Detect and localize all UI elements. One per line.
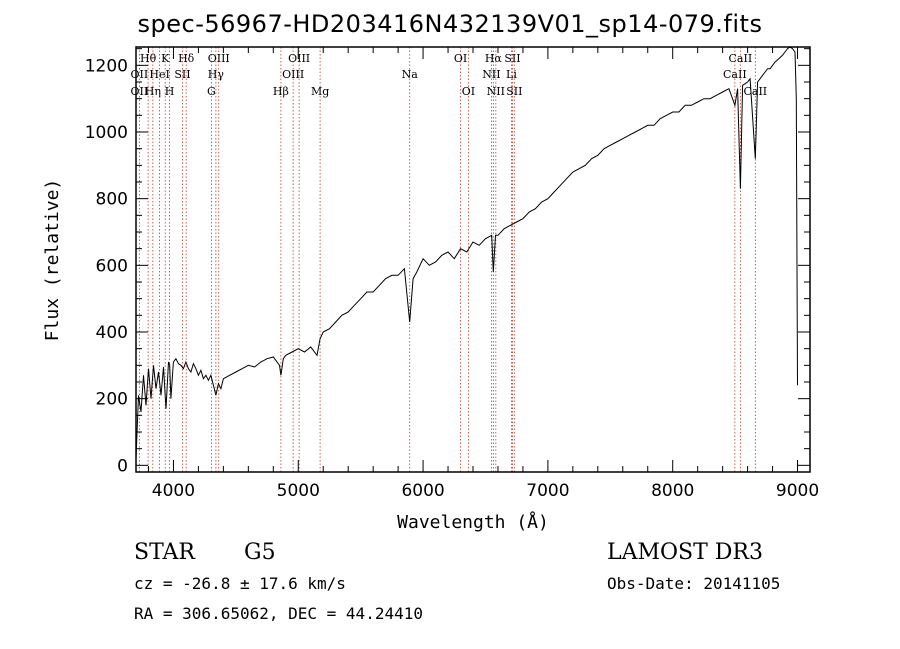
chart-title: spec-56967-HD203416N432139V01_sp14-079.f… <box>137 10 763 38</box>
x-tick-label: 7000 <box>526 481 569 501</box>
line-annotation: Hα <box>485 52 503 65</box>
x-tick-label: 9000 <box>776 481 819 501</box>
y-tick-label: 200 <box>96 390 128 410</box>
x-tick-label: 5000 <box>277 481 320 501</box>
plot-frame <box>135 46 811 473</box>
line-annotation: NII <box>487 85 505 98</box>
line-annotation: Hβ <box>273 85 289 98</box>
y-tick-label: 400 <box>96 323 128 343</box>
line-annotation: Na <box>402 68 419 81</box>
obs-date: Obs-Date: 20141105 <box>607 574 781 593</box>
line-annotation: Mg <box>311 85 329 98</box>
line-annotation: OIII <box>282 68 304 81</box>
line-annotation: Hη <box>145 85 161 98</box>
y-tick-label: 800 <box>96 190 128 210</box>
line-annotation: H <box>165 85 175 98</box>
line-annotation: Hθ <box>140 52 157 65</box>
line-annotation: OII <box>131 85 149 98</box>
subclass: G5 <box>244 540 276 565</box>
x-tick-label: 8000 <box>651 481 694 501</box>
line-annotation: CaII <box>743 85 767 98</box>
y-axis-label: Flux (relative) <box>42 179 63 342</box>
survey-name: LAMOST DR3 <box>607 540 763 565</box>
ra-dec: RA = 306.65062, DEC = 44.24410 <box>134 604 423 623</box>
line-annotation: CaII <box>723 68 747 81</box>
line-annotation: G <box>207 85 216 98</box>
line-annotation: OI <box>462 85 475 98</box>
line-annotation: SII <box>174 68 190 81</box>
line-annotation: OI <box>454 52 467 65</box>
axis-ticks: 4000 5000 6000 7000 8000 9000 0 200 400 600 800 100… <box>85 47 819 501</box>
spectrum-series <box>135 46 798 459</box>
line-annotation: SII <box>506 85 522 98</box>
object-class: STAR <box>134 540 195 565</box>
line-annotation: SII <box>504 52 520 65</box>
line-annotation: HeI <box>149 68 169 81</box>
line-annotation: NII <box>482 68 500 81</box>
x-tick-label: 6000 <box>401 481 444 501</box>
line-markers <box>138 47 756 472</box>
line-annotation: OII <box>131 68 149 81</box>
line-annotation: OIII <box>208 52 230 65</box>
line-annotation: K <box>161 52 170 65</box>
line-annotation: Hδ <box>178 52 195 65</box>
y-tick-label: 1200 <box>85 56 128 76</box>
spectrum-line <box>135 46 798 459</box>
line-annotation: Li <box>506 68 517 81</box>
line-annotation: OIII <box>288 52 310 65</box>
x-tick-label: 4000 <box>152 481 195 501</box>
y-tick-label: 1000 <box>85 123 128 143</box>
y-tick-label: 600 <box>96 256 128 276</box>
line-annotation: Hγ <box>208 68 225 81</box>
redshift-cz: cz = -26.8 ± 17.6 km/s <box>134 574 346 593</box>
x-axis-label: Wavelength (Å) <box>397 511 549 533</box>
line-annotation: CaII <box>729 52 753 65</box>
y-tick-label: 0 <box>117 456 128 476</box>
